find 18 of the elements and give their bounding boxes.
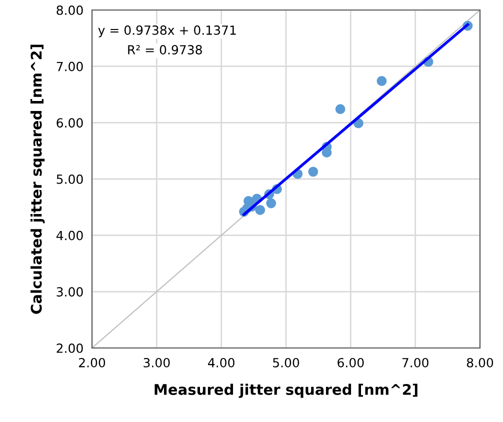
- x-tick-label: 4.00: [208, 358, 234, 368]
- annotation: R² = 0.9738: [128, 45, 202, 54]
- y-tick-label: 4.00: [56, 230, 83, 240]
- x-tick-label: 7.00: [402, 358, 428, 368]
- y-tick-label: 8.00: [56, 5, 83, 15]
- y-tick-label: 3.00: [56, 287, 83, 297]
- x-axis-title: Measured jitter squared [nm^2]: [154, 384, 418, 398]
- y-tick-label: 5.00: [56, 174, 83, 184]
- y-axis-title: Calculated jitter squared [nm^2]: [30, 44, 45, 314]
- annotation: y = 0.9738x + 0.1371: [98, 25, 236, 38]
- y-tick-label: 6.00: [56, 118, 83, 128]
- x-tick-label: 8.00: [466, 358, 494, 368]
- x-tick-label: 3.00: [144, 358, 170, 368]
- x-tick-label: 6.00: [338, 358, 364, 368]
- y-tick-label: 2.00: [56, 343, 83, 353]
- x-tick-label: 5.00: [273, 358, 300, 368]
- x-tick-label: 2.00: [79, 358, 106, 368]
- y-tick-label: 7.00: [56, 62, 83, 72]
